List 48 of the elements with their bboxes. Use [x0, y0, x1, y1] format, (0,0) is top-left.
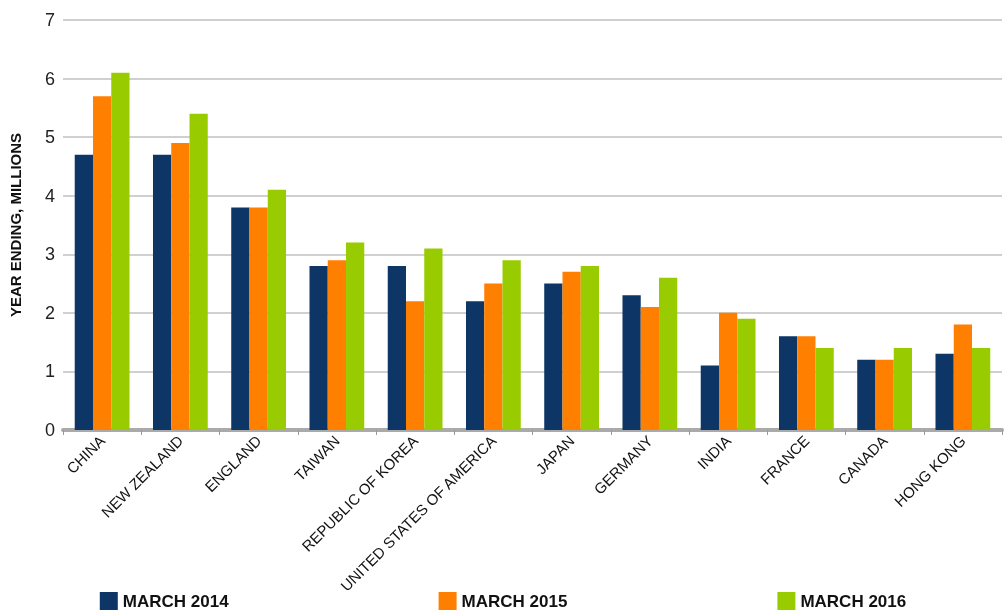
bar [953, 324, 972, 430]
bar [544, 283, 563, 430]
bar [893, 348, 913, 430]
bar [700, 365, 719, 430]
bar [249, 207, 268, 430]
bar [502, 260, 521, 430]
bar [659, 277, 678, 430]
bar [231, 207, 250, 430]
bar [111, 72, 130, 430]
bar [93, 96, 112, 430]
y-tick-label: 6 [44, 68, 55, 89]
legend-label: MARCH 2015 [461, 591, 568, 611]
bar [267, 189, 287, 430]
y-tick-label: 1 [44, 361, 55, 382]
bar [406, 301, 425, 430]
legend-label: MARCH 2014 [122, 591, 230, 611]
bar [74, 154, 93, 430]
bar [189, 113, 208, 430]
bar [737, 318, 756, 430]
y-axis-title: YEAR ENDING, MILLIONS [7, 132, 24, 318]
bar [346, 242, 365, 430]
bar [327, 260, 346, 430]
y-tick-label: 2 [44, 302, 55, 323]
bar [972, 348, 991, 430]
bar [875, 359, 894, 430]
bar [562, 271, 581, 430]
bar [309, 266, 328, 430]
bar [935, 353, 954, 430]
bar [640, 307, 659, 430]
y-tick-label: 4 [44, 185, 55, 206]
bar [152, 154, 172, 430]
bar [719, 312, 738, 430]
bar [171, 143, 190, 430]
bar [484, 283, 503, 430]
bar [778, 336, 798, 430]
bar [815, 348, 834, 430]
bar [857, 359, 876, 430]
bar [387, 266, 406, 430]
bar [580, 266, 600, 430]
bar [424, 248, 443, 430]
y-tick-label: 7 [44, 10, 55, 30]
y-tick-label: 3 [44, 244, 55, 265]
bar [622, 295, 641, 430]
y-tick-label: 0 [44, 420, 55, 440]
legend-label: MARCH 2016 [800, 591, 907, 611]
bar [465, 301, 485, 430]
bar [797, 336, 816, 430]
y-tick-label: 5 [44, 127, 55, 148]
